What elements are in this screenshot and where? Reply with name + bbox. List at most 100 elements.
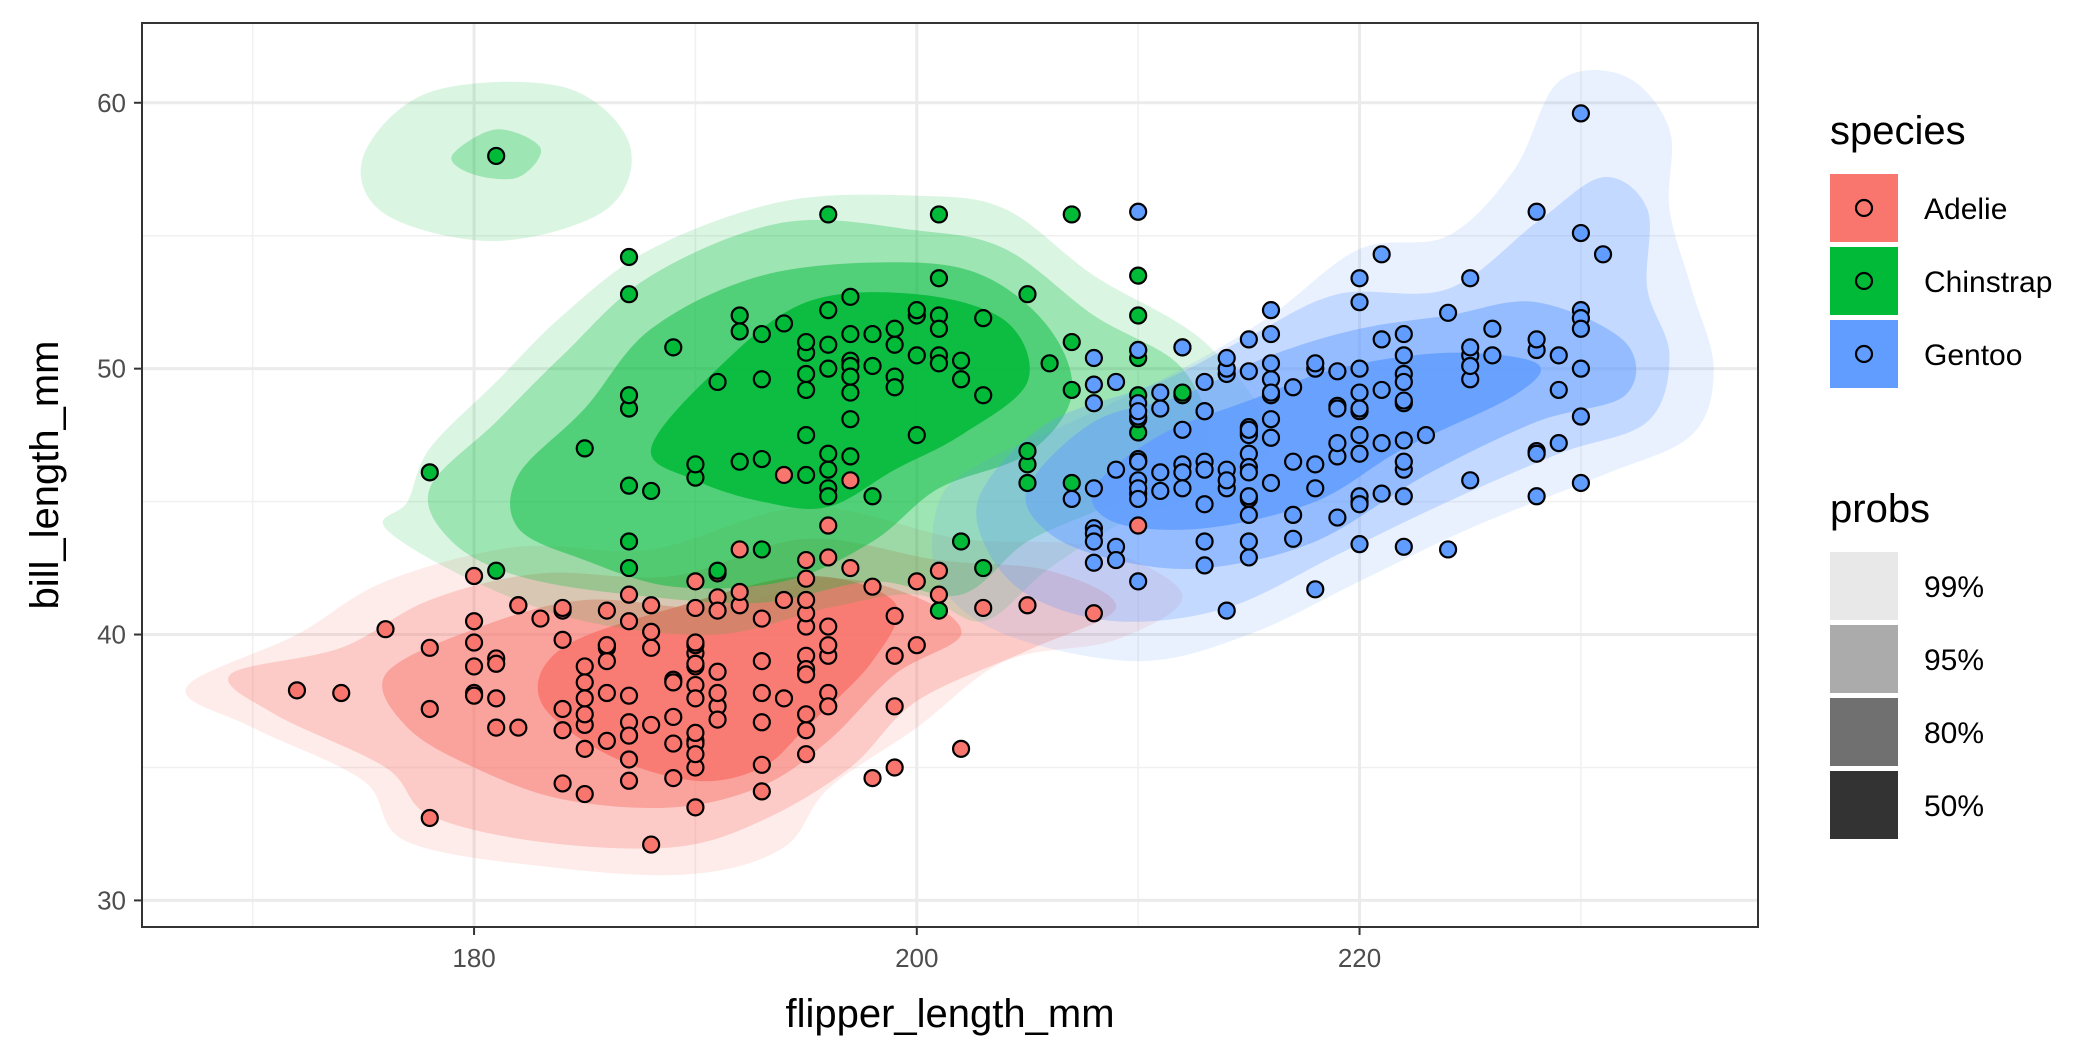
point-adelie	[686, 598, 705, 618]
legend-probs-title: probs	[1830, 487, 1930, 531]
point-adelie	[664, 707, 683, 727]
point-gentoo	[1372, 380, 1391, 400]
point-chinstrap	[841, 410, 860, 429]
point-gentoo	[1106, 372, 1126, 392]
point-chinstrap	[863, 356, 882, 376]
point-gentoo	[1084, 532, 1103, 551]
point-gentoo	[1062, 489, 1081, 509]
point-chinstrap	[841, 287, 860, 306]
point-gentoo	[1261, 354, 1281, 373]
point-adelie	[752, 713, 771, 732]
point-gentoo	[1372, 245, 1391, 264]
x-axis: 180 200 220	[452, 927, 1381, 973]
point-chinstrap	[487, 146, 506, 166]
point-gentoo	[1261, 428, 1281, 447]
point-gentoo	[1261, 383, 1281, 402]
point-adelie	[797, 745, 816, 764]
y-tick-label: 30	[97, 885, 126, 915]
point-gentoo	[1527, 330, 1546, 349]
point-gentoo	[1350, 444, 1369, 463]
point-chinstrap	[1062, 380, 1081, 400]
point-adelie	[797, 569, 816, 588]
point-gentoo	[1261, 410, 1281, 429]
point-gentoo	[1571, 473, 1591, 493]
y-tick-label: 40	[97, 620, 126, 650]
point-gentoo	[1571, 223, 1591, 243]
point-gentoo	[1394, 391, 1413, 410]
point-adelie	[885, 646, 904, 665]
point-gentoo	[1593, 245, 1613, 264]
point-chinstrap	[664, 338, 683, 357]
point-gentoo	[1195, 402, 1214, 421]
point-chinstrap	[819, 335, 838, 354]
point-gentoo	[1527, 487, 1546, 506]
point-gentoo	[1084, 348, 1103, 368]
point-chinstrap	[951, 370, 971, 389]
point-gentoo	[1350, 426, 1369, 445]
legend-probs-label: 80%	[1924, 717, 1984, 750]
point-chinstrap	[1062, 473, 1081, 493]
point-gentoo	[1549, 346, 1568, 365]
legend-species-title: species	[1830, 109, 1966, 153]
point-adelie	[597, 683, 616, 703]
point-adelie	[553, 699, 572, 719]
point-adelie	[464, 657, 484, 676]
point-chinstrap	[708, 372, 727, 392]
point-adelie	[819, 617, 838, 636]
point-chinstrap	[1018, 285, 1037, 304]
point-gentoo	[1084, 375, 1103, 394]
point-gentoo	[1151, 463, 1170, 482]
point-adelie	[619, 726, 639, 745]
point-gentoo	[1084, 553, 1103, 572]
point-chinstrap	[951, 351, 971, 370]
point-chinstrap	[819, 301, 838, 320]
y-axis: 30 40 50 60	[97, 88, 142, 915]
point-chinstrap	[1040, 354, 1059, 373]
point-adelie	[575, 784, 594, 804]
point-gentoo	[1173, 463, 1192, 482]
point-chinstrap	[885, 335, 904, 354]
point-gentoo	[1549, 380, 1568, 400]
point-chinstrap	[929, 354, 949, 373]
legend-species-point	[1854, 198, 1874, 218]
point-adelie	[1018, 596, 1037, 615]
point-gentoo	[1372, 433, 1391, 453]
point-adelie	[332, 683, 351, 703]
point-chinstrap	[487, 561, 506, 580]
point-chinstrap	[619, 247, 639, 267]
point-gentoo	[1483, 319, 1502, 338]
point-gentoo	[1372, 330, 1391, 349]
plot-panel	[142, 23, 1758, 927]
point-adelie	[686, 723, 705, 743]
data-points	[287, 104, 1613, 854]
point-adelie	[619, 585, 639, 604]
point-chinstrap	[619, 386, 639, 405]
point-adelie	[642, 596, 661, 615]
point-adelie	[774, 689, 794, 708]
point-adelie	[642, 835, 661, 854]
point-adelie	[774, 465, 794, 485]
legend-species-label: Adelie	[1924, 193, 2007, 226]
point-gentoo	[1173, 420, 1192, 439]
point-adelie	[597, 636, 616, 655]
legend-probs-key	[1830, 552, 1898, 620]
legend-species-label: Chinstrap	[1924, 266, 2052, 299]
point-gentoo	[1306, 354, 1325, 373]
point-adelie	[974, 598, 993, 618]
point-gentoo	[1527, 202, 1546, 221]
point-adelie	[664, 734, 683, 753]
point-adelie	[509, 718, 528, 737]
y-tick-label: 60	[97, 88, 126, 118]
point-gentoo	[1239, 548, 1258, 567]
point-gentoo	[1129, 489, 1148, 509]
point-gentoo	[1195, 556, 1214, 575]
point-gentoo	[1284, 378, 1303, 397]
point-gentoo	[1328, 399, 1347, 418]
point-chinstrap	[420, 463, 439, 482]
point-gentoo	[1239, 487, 1258, 506]
point-gentoo	[1483, 346, 1502, 365]
point-adelie	[642, 622, 661, 641]
point-adelie	[929, 561, 949, 580]
legend-species-point	[1854, 271, 1874, 291]
point-adelie	[774, 590, 794, 610]
